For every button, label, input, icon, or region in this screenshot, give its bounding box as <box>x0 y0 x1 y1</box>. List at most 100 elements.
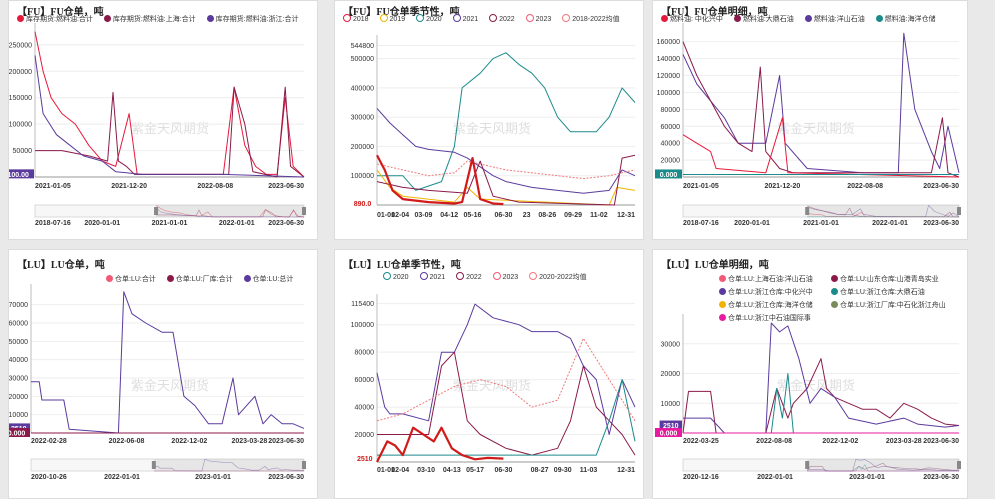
legend-item[interactable]: 2019 <box>379 14 405 25</box>
value-badge-label: 0.000 <box>660 431 678 438</box>
x-tick-label: 23 <box>523 212 531 219</box>
legend-item[interactable]: 燃料油: 中化兴中 <box>661 14 723 25</box>
navigator-tick-label: 2022-01-01 <box>219 220 255 227</box>
navigator-tick-label: 2023-01-01 <box>195 474 231 481</box>
legend-item[interactable]: 仓单:LU:上海石油:洋山石油 <box>719 274 831 284</box>
value-badge-label: 890.0 <box>354 201 372 208</box>
navigator-tick-label: 2020-01-01 <box>734 220 770 227</box>
x-tick-label: 01-01 <box>377 467 395 474</box>
value-badge-label: 100.00 <box>8 172 29 179</box>
navigator-series <box>807 205 960 218</box>
series-line <box>682 32 960 174</box>
navigator-handle-right[interactable] <box>302 461 306 469</box>
legend-item[interactable]: 仓单:LU:山东仓库:山港青岛实业 <box>831 274 967 284</box>
navigator-handle-left[interactable] <box>154 207 159 215</box>
legend-item[interactable]: 仓单:LU:浙江仓库:大鼎石油 <box>831 287 967 297</box>
y-tick-label: 140000 <box>657 56 680 63</box>
x-tick-label: 2021-01-05 <box>683 183 719 190</box>
y-tick-label: 50000 <box>13 148 33 155</box>
legend-item[interactable]: 仓单:LU:合计 <box>106 274 156 285</box>
chart-canvas: 544800 500000 400000 300000 200000 100000 01-0… <box>349 35 636 219</box>
chart-title: 【FU】FU仓单，吨 <box>17 7 104 18</box>
navigator-handle-right[interactable] <box>957 461 961 469</box>
navigator-handle-left[interactable] <box>151 461 156 469</box>
x-tick-label: 2022-08-08 <box>197 183 233 190</box>
legend-item[interactable]: 仓单:LU:厂库:合计 <box>166 274 233 285</box>
chart-title: 【FU】FU仓单季节性，吨 <box>343 7 460 18</box>
series-line <box>376 154 504 206</box>
chart-title: 【LU】LU仓单明细，吨 <box>661 260 769 271</box>
x-tick-label: 11-02 <box>590 212 608 219</box>
y-tick-label: 100000 <box>657 90 680 97</box>
legend-item[interactable]: 2023 <box>525 14 551 25</box>
y-tick-label: 40000 <box>355 405 375 412</box>
navigator-window[interactable] <box>153 459 304 471</box>
legend-item[interactable]: 2020 <box>383 272 409 283</box>
value-badge-label: 2510 <box>357 456 373 463</box>
x-tick-label: 2023-06-30 <box>268 183 304 190</box>
x-tick-label: 2023-06-30 <box>923 438 959 445</box>
legend-item[interactable]: 仓单:LU:浙江中石油国际事 <box>719 313 831 323</box>
legend-item[interactable]: 2020 <box>416 14 442 25</box>
navigator-window[interactable] <box>807 205 959 217</box>
navigator-handle-left[interactable] <box>805 461 810 469</box>
series-line <box>34 55 305 178</box>
navigator-handle-left[interactable] <box>805 207 810 215</box>
legend-item[interactable]: 库存期货:燃料油:上海:合计 <box>103 14 196 25</box>
legend-item[interactable]: 仓单:LU:浙江仓库:中化兴中 <box>719 287 831 297</box>
navigator-tick-label: 2023-06-30 <box>923 220 959 227</box>
series-line <box>377 52 636 191</box>
legend-item[interactable]: 仓单:LU:总计 <box>243 274 293 285</box>
chart-canvas: 115400 100000 80000 60000 40000 20000 01-0102-… <box>351 294 636 474</box>
legend-item[interactable]: 仓单:LU:浙江厂库:中石化浙江舟山 <box>831 300 967 310</box>
y-tick-label: 60000 <box>355 377 375 384</box>
navigator-tick-label: 2023-06-30 <box>268 220 304 227</box>
legend-item[interactable]: 2018 <box>343 14 369 25</box>
navigator-handle-right[interactable] <box>302 207 306 215</box>
legend-item[interactable]: 2022 <box>456 272 482 283</box>
x-tick-label: 2023-06-30 <box>923 183 959 190</box>
series-line <box>376 108 636 194</box>
y-tick-label: 80000 <box>355 350 375 357</box>
series-line <box>682 358 960 434</box>
chart-canvas: 160000 140000 120000 100000 80000 60000 40000 2… <box>655 23 961 227</box>
series-line <box>35 86 305 178</box>
legend-item[interactable]: 2020-2022均值 <box>529 272 587 283</box>
x-tick-label: 09-29 <box>564 212 582 219</box>
y-tick-label: 40000 <box>9 357 29 364</box>
navigator-window[interactable] <box>807 459 959 471</box>
y-tick-label: 40000 <box>661 141 681 148</box>
navigator-tick-label: 2022-01-01 <box>872 220 908 227</box>
x-tick-label: 09-30 <box>554 467 572 474</box>
x-tick-label: 04-12 <box>440 212 458 219</box>
legend-item[interactable]: 2022 <box>489 14 515 25</box>
legend-item[interactable]: 燃料油:大鼎石油 <box>733 14 794 25</box>
x-tick-label: 03-10 <box>417 467 435 474</box>
legend-item[interactable]: 燃料油:海洋仓储 <box>875 14 936 25</box>
legend-item[interactable]: 2023 <box>492 272 518 283</box>
chart-title: 【LU】LU仓单，吨 <box>17 260 105 271</box>
chart-canvas: 250000 200000 150000 100000 50000 2021-01-05 2… <box>8 23 306 227</box>
legend-item[interactable]: 燃料油:洋山石油 <box>804 14 865 25</box>
chart-legend: 燃料油: 中化兴中 燃料油:大鼎石油 燃料油:洋山石油 燃料油:海洋仓储 <box>661 14 945 25</box>
navigator-window[interactable] <box>156 205 304 217</box>
x-tick-label: 01-01 <box>377 212 395 219</box>
y-tick-label: 544800 <box>351 43 374 50</box>
legend-item[interactable]: 库存期货:燃料油:浙江:合计 <box>206 14 298 25</box>
navigator-handle-right[interactable] <box>957 207 961 215</box>
navigator-tick-label: 2018-07-16 <box>683 220 719 227</box>
y-tick-label: 70000 <box>9 302 29 309</box>
legend-item[interactable]: 2021 <box>419 272 445 283</box>
y-tick-label: 80000 <box>661 107 681 114</box>
legend-item[interactable]: 2021 <box>452 14 478 25</box>
chart-legend: 仓单:LU:合计 仓单:LU:厂库:合计 仓单:LU:总计 <box>106 274 302 285</box>
legend-item[interactable]: 仓单:LU:浙江仓库:海洋仓储 <box>719 300 831 310</box>
legend-item[interactable]: 2018-2022均值 <box>562 14 620 25</box>
x-tick-label: 04-13 <box>443 467 461 474</box>
legend-item[interactable]: 库存期货:燃料油:合计 <box>17 14 93 25</box>
x-tick-label: 2022-12-02 <box>171 438 207 445</box>
x-tick-label: 2023-06-30 <box>268 438 304 445</box>
series-line <box>376 154 636 206</box>
y-tick-label: 10000 <box>661 401 681 408</box>
x-tick-label: 2021-01-05 <box>35 183 71 190</box>
